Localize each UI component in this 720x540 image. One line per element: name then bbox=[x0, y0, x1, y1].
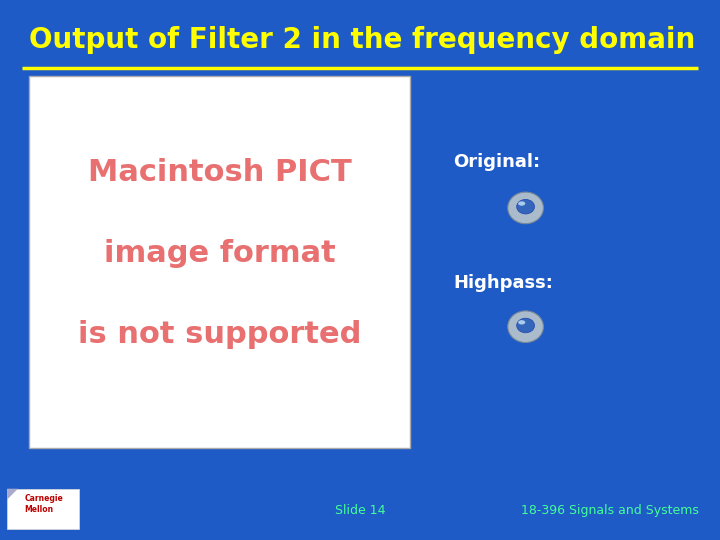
Ellipse shape bbox=[508, 192, 544, 224]
Polygon shape bbox=[7, 489, 18, 500]
Text: Output of Filter 2 in the frequency domain: Output of Filter 2 in the frequency doma… bbox=[29, 26, 695, 55]
Text: is not supported: is not supported bbox=[78, 320, 361, 349]
FancyBboxPatch shape bbox=[29, 76, 410, 448]
Text: image format: image format bbox=[104, 239, 336, 268]
Ellipse shape bbox=[517, 318, 534, 333]
Ellipse shape bbox=[508, 311, 544, 342]
Text: Macintosh PICT: Macintosh PICT bbox=[88, 158, 351, 187]
Ellipse shape bbox=[518, 201, 526, 206]
FancyBboxPatch shape bbox=[7, 489, 79, 529]
Text: Carnegie
Mellon: Carnegie Mellon bbox=[24, 494, 63, 515]
Text: 18-396 Signals and Systems: 18-396 Signals and Systems bbox=[521, 504, 698, 517]
Text: Original:: Original: bbox=[454, 153, 541, 171]
Ellipse shape bbox=[518, 320, 526, 325]
Text: Highpass:: Highpass: bbox=[454, 274, 554, 293]
Ellipse shape bbox=[517, 199, 534, 214]
Text: Slide 14: Slide 14 bbox=[335, 504, 385, 517]
